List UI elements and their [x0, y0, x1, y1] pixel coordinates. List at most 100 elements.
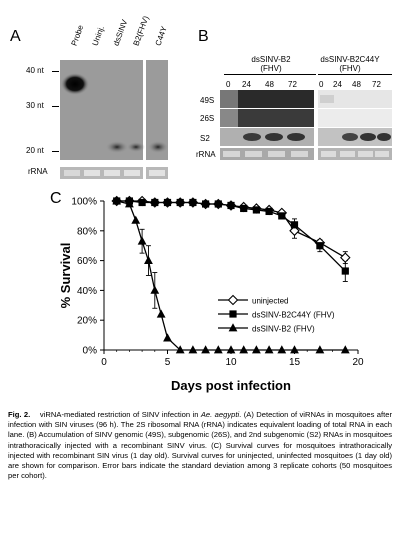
panel-a-blot: [60, 60, 168, 160]
caption-body: (A) Detection of viRNAs in mosquitoes af…: [8, 410, 392, 481]
legend-label: dsSINV-B2 (FHV): [252, 325, 315, 334]
data-point-series-1: [214, 200, 222, 208]
data-point-series-2: [188, 345, 198, 354]
y-tick-label: 20%: [77, 316, 97, 327]
data-point-series-2: [290, 345, 299, 354]
panel-b-letter: B: [198, 28, 209, 45]
data-point-series-2: [213, 345, 223, 354]
caption-title-end: .: [239, 410, 242, 419]
figure-caption: Fig. 2. viRNA-mediated restriction of SI…: [8, 410, 392, 481]
timepoint-label: 24: [242, 80, 251, 89]
data-point-series-1: [278, 212, 286, 220]
y-tick-label: 40%: [77, 286, 97, 297]
group2-title-rule: [318, 74, 392, 75]
x-tick-label: 5: [165, 357, 171, 368]
data-point-series-2: [277, 345, 287, 354]
data-point-series-1: [227, 201, 235, 210]
caption-title-species: Ae. aegypti: [200, 410, 240, 419]
caption-title: viRNA-mediated restriction of SINV infec…: [39, 410, 201, 419]
data-point-series-2: [150, 285, 160, 294]
data-point-series-2: [144, 255, 153, 264]
timepoint-label: 72: [372, 80, 381, 89]
data-point-series-2: [156, 309, 166, 318]
survival-chart: 0% 20% 40% 60% 80% 100% 0 5 10 15 20 Days post infe…: [58, 195, 364, 393]
group2-title-line2: (FHV): [339, 64, 361, 73]
x-axis-label: Days post infection: [171, 378, 291, 393]
marker-40nt-tick: [52, 71, 59, 72]
data-point-series-1: [265, 207, 273, 216]
data-point-series-1: [252, 206, 260, 214]
panel-c-letter: C: [50, 190, 62, 207]
panel-b-blot-image: [220, 90, 392, 160]
x-tick-label: 10: [225, 357, 237, 368]
panel-b-blot: [220, 90, 392, 162]
data-point-series-2: [226, 345, 236, 354]
data-point-series-2: [264, 345, 274, 354]
data-point-series-1: [341, 267, 349, 275]
data-point-series-2: [239, 345, 249, 354]
panel-a-rrna-strip: [60, 166, 168, 179]
timepoint-label: 48: [352, 80, 361, 89]
marker-20nt: 20 nt: [26, 146, 44, 155]
timepoint-label: 48: [265, 80, 274, 89]
data-point-series-1: [240, 204, 248, 213]
group1-title-line2: (FHV): [260, 64, 282, 73]
data-point-series-2: [175, 345, 185, 354]
data-point-series-0: [289, 225, 300, 237]
panel-a-letter: A: [10, 28, 21, 45]
data-point-series-1: [316, 242, 324, 250]
y-tick-label: 80%: [77, 226, 97, 237]
data-point-series-1: [138, 198, 146, 207]
group1-title-rule: [224, 74, 316, 75]
data-point-series-2: [163, 333, 172, 342]
y-tick-label: 100%: [71, 197, 97, 208]
row-label-26s: 26S: [200, 114, 215, 123]
data-point-series-1: [176, 198, 184, 207]
y-tick-label: 60%: [77, 256, 97, 267]
panel-a-rrna-label: rRNA: [28, 167, 48, 176]
row-label-s2: S2: [200, 134, 210, 143]
marker-20nt-tick: [52, 151, 59, 152]
y-axis-label: % Survival: [58, 243, 73, 309]
data-point-series-1: [151, 198, 159, 207]
data-point-series-0: [340, 252, 351, 263]
timepoint-label: 72: [288, 80, 297, 89]
data-point-series-1: [202, 200, 210, 208]
data-point-series-2: [125, 199, 134, 208]
timepoint-label: 0: [319, 80, 324, 89]
lane-label-b2fhv: B2(FHV): [131, 14, 151, 48]
data-point-series-2: [131, 215, 141, 224]
legend-label: dsSINV-B2C44Y (FHV): [252, 311, 335, 320]
marker-30nt: 30 nt: [26, 101, 44, 110]
timepoint-label: 24: [333, 80, 342, 89]
row-label-rrna: rRNA: [196, 150, 216, 159]
data-point-series-1: [163, 198, 172, 207]
data-point-series-2: [201, 345, 210, 354]
lane-label-c44y: C44Y: [153, 25, 169, 47]
x-tick-label: 0: [101, 357, 107, 368]
x-tick-label: 20: [352, 357, 364, 368]
legend-marker: [228, 323, 238, 332]
lane-label-probe: Probe: [69, 23, 86, 47]
caption-fig-number: Fig. 2.: [8, 410, 31, 419]
timepoint-label: 0: [226, 80, 231, 89]
lane-label-uninj: Uninj.: [90, 24, 106, 47]
legend-marker: [229, 310, 237, 318]
x-tick-label: 15: [289, 357, 301, 368]
marker-40nt: 40 nt: [26, 66, 44, 75]
data-point-series-2: [137, 236, 147, 245]
series-line-1: [116, 200, 346, 272]
legend-marker: [227, 294, 239, 306]
row-label-49s: 49S: [200, 96, 215, 105]
data-point-series-2: [315, 345, 325, 354]
data-point-series-2: [252, 345, 261, 354]
marker-30nt-tick: [52, 106, 59, 107]
group2-title-line1: dsSINV-B2C44Y: [320, 55, 380, 64]
panel-a-blot-image: [60, 60, 168, 160]
y-tick-label: 0%: [83, 346, 98, 357]
data-point-series-1: [189, 198, 197, 207]
data-point-series-2: [112, 196, 122, 205]
data-point-series-2: [340, 345, 350, 354]
group1-title-line1: dsSINV-B2: [251, 55, 291, 64]
legend-label: uninjected: [252, 297, 288, 306]
